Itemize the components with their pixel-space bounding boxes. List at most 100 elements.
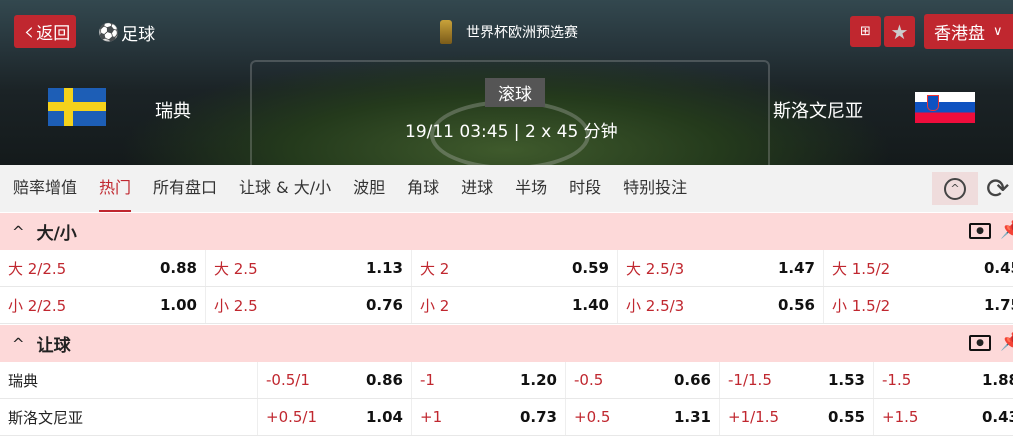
- handicap-line: -1/1.5: [728, 371, 772, 389]
- odds-format-select[interactable]: 香港盘 ∨: [924, 14, 1013, 49]
- odds-cell[interactable]: -1/1.5 1.53: [720, 362, 874, 398]
- odds-price: 1.40: [571, 296, 609, 314]
- pitch-icon: ⊞: [860, 24, 871, 39]
- odds-cell[interactable]: 小 1.5/2 1.75: [824, 287, 1013, 323]
- tab-3[interactable]: 让球 & 大/小: [239, 178, 332, 197]
- odds-price: 1.04: [365, 408, 403, 426]
- over-under-grid: 大 2/2.5 0.88 大 2.5 1.13 大 2 0.59 大 2.5/3 1.47 大 …: [0, 250, 1013, 324]
- sport-link[interactable]: ⚽ 足球: [98, 20, 155, 46]
- odds-price: 1.47: [777, 259, 815, 277]
- odds-price: 0.76: [365, 296, 403, 314]
- handicap-line: +0.5: [574, 408, 611, 426]
- table-row: 大 2/2.5 0.88 大 2.5 1.13 大 2 0.59 大 2.5/3 1.47 大 …: [0, 250, 1013, 287]
- odds-line: 大 1.5/2: [832, 259, 891, 278]
- odds-cell[interactable]: 大 2.5/3 1.47: [618, 250, 824, 286]
- odds-price: 1.88: [981, 371, 1013, 389]
- odds-price: 1.20: [519, 371, 557, 389]
- match-header: ‹ 返回 ⚽ 足球 世界杯欧洲预选赛 ⊞ ★ 香港盘 ∨ 瑞典 滚球 19/11 03…: [0, 0, 1013, 165]
- tab-6[interactable]: 进球: [461, 178, 494, 197]
- team-name: 瑞典: [0, 362, 258, 398]
- video-icon[interactable]: ●: [969, 223, 991, 239]
- pin-icon[interactable]: 📌: [1000, 219, 1013, 240]
- odds-price: 1.75: [983, 296, 1013, 314]
- tab-1[interactable]: 热门: [88, 165, 142, 212]
- chevron-down-icon: ∨: [993, 24, 1003, 39]
- odds-price: 0.86: [365, 371, 403, 389]
- table-row: 斯洛文尼亚 +0.5/1 1.04 +1 0.73 +0.5 1.31 +1/1.5 0.55 +…: [0, 399, 1013, 436]
- sweden-flag-icon: [48, 88, 106, 126]
- tab-7[interactable]: 半场: [515, 178, 548, 197]
- odds-price: 0.55: [827, 408, 865, 426]
- tab-2[interactable]: 所有盘口: [153, 178, 218, 197]
- handicap-line: +0.5/1: [266, 408, 318, 426]
- odds-line: 小 2/2.5: [8, 296, 67, 315]
- handicap-line: -0.5/1: [266, 371, 310, 389]
- odds-price: 0.59: [571, 259, 609, 277]
- odds-price: 1.00: [159, 296, 197, 314]
- odds-cell[interactable]: 大 1.5/2 0.45: [824, 250, 1013, 286]
- odds-cell[interactable]: +0.5 1.31: [566, 399, 720, 435]
- odds-price: 0.66: [673, 371, 711, 389]
- odds-line: 大 2.5/3: [626, 259, 685, 278]
- chevron-left-icon: ‹: [23, 16, 35, 47]
- odds-format-value: 香港盘: [934, 24, 985, 44]
- odds-cell[interactable]: +1/1.5 0.55: [720, 399, 874, 435]
- pitch-view-button[interactable]: ⊞: [850, 16, 881, 47]
- section-handicap[interactable]: ^ 让球 ● 📌: [0, 325, 1013, 362]
- section-over-under[interactable]: ^ 大/小 ● 📌: [0, 213, 1013, 250]
- odds-cell[interactable]: 大 2/2.5 0.88: [0, 250, 206, 286]
- handicap-line: -0.5: [574, 371, 604, 389]
- odds-cell[interactable]: +0.5/1 1.04: [258, 399, 412, 435]
- odds-price: 1.31: [673, 408, 711, 426]
- odds-line: 小 2.5: [214, 296, 258, 315]
- odds-price: 0.56: [777, 296, 815, 314]
- odds-line: 小 2: [420, 296, 450, 315]
- section-title: 大/小: [36, 224, 77, 244]
- odds-price: 0.43: [981, 408, 1013, 426]
- pin-icon[interactable]: 📌: [1000, 331, 1013, 352]
- tab-0[interactable]: 赔率增值: [13, 178, 78, 197]
- odds-cell[interactable]: -1.5 1.88: [874, 362, 1013, 398]
- odds-cell[interactable]: 大 2 0.59: [412, 250, 618, 286]
- odds-cell[interactable]: -0.5 0.66: [566, 362, 720, 398]
- odds-cell[interactable]: 小 2.5 0.76: [206, 287, 412, 323]
- collapse-all-button[interactable]: ^: [932, 172, 978, 205]
- table-row: 瑞典 -0.5/1 0.86 -1 1.20 -0.5 0.66 -1/1.5 1.53 -1.5…: [0, 362, 1013, 399]
- odds-price: 1.13: [365, 259, 403, 277]
- video-icon[interactable]: ●: [969, 335, 991, 351]
- competition: 世界杯欧洲预选赛: [440, 20, 578, 44]
- favorite-button[interactable]: ★: [884, 16, 915, 47]
- chevron-up-circle-icon: ^: [944, 177, 966, 200]
- section-title: 让球: [36, 336, 71, 356]
- kickoff: 19/11 03:45: [405, 122, 509, 142]
- match-time: 19/11 03:45 | 2 x 45 分钟: [405, 122, 618, 142]
- odds-cell[interactable]: +1 0.73: [412, 399, 566, 435]
- odds-cell[interactable]: -1 1.20: [412, 362, 566, 398]
- trophy-icon: [440, 20, 452, 44]
- odds-price: 0.45: [983, 259, 1013, 277]
- table-row: 小 2/2.5 1.00 小 2.5 0.76 小 2 1.40 小 2.5/3 0.56 小 …: [0, 287, 1013, 324]
- odds-cell[interactable]: 大 2.5 1.13: [206, 250, 412, 286]
- refresh-icon[interactable]: ⟳: [986, 172, 1010, 205]
- odds-price: 0.73: [519, 408, 557, 426]
- back-button[interactable]: ‹ 返回: [14, 15, 76, 48]
- handicap-line: -1: [420, 371, 435, 389]
- tab-9[interactable]: 特别投注: [623, 178, 688, 197]
- odds-line: 小 2.5/3: [626, 296, 685, 315]
- odds-line: 小 1.5/2: [832, 296, 891, 315]
- soccer-ball-icon: ⚽: [98, 22, 120, 43]
- live-badge: 滚球: [485, 78, 545, 107]
- tab-8[interactable]: 时段: [569, 178, 602, 197]
- odds-cell[interactable]: 小 2 1.40: [412, 287, 618, 323]
- away-team: 斯洛文尼亚: [773, 101, 863, 122]
- odds-cell[interactable]: 小 2.5/3 0.56: [618, 287, 824, 323]
- handicap-line: +1: [420, 408, 443, 426]
- competition-name: 世界杯欧洲预选赛: [466, 25, 578, 41]
- odds-cell[interactable]: 小 2/2.5 1.00: [0, 287, 206, 323]
- odds-cell[interactable]: +1.5 0.43: [874, 399, 1013, 435]
- tab-4[interactable]: 波胆: [353, 178, 386, 197]
- chevron-up-icon: ^: [12, 222, 25, 241]
- odds-cell[interactable]: -0.5/1 0.86: [258, 362, 412, 398]
- odds-price: 0.88: [159, 259, 197, 277]
- tab-5[interactable]: 角球: [407, 178, 440, 197]
